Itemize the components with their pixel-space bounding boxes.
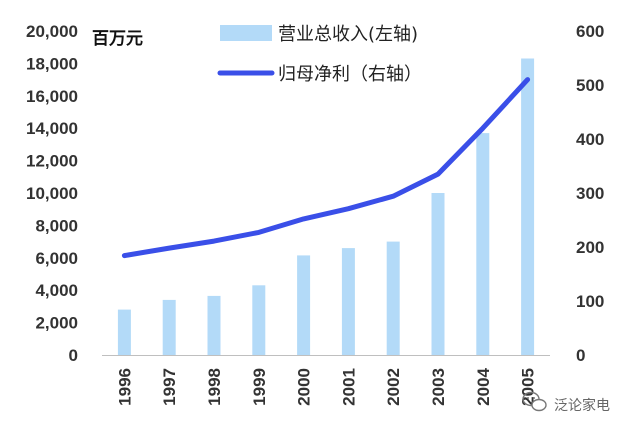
x-tick-label: 1999 <box>250 368 269 406</box>
x-tick-label: 2004 <box>474 367 493 405</box>
left-tick-label: 14,000 <box>26 119 78 138</box>
x-tick-label: 2001 <box>339 368 358 406</box>
left-tick-label: 6,000 <box>35 249 78 268</box>
left-tick-label: 18,000 <box>26 54 78 73</box>
x-tick-label: 1998 <box>205 368 224 406</box>
revenue-bar-2002 <box>386 241 400 355</box>
left-tick-label: 16,000 <box>26 87 78 106</box>
x-tick-label: 2002 <box>384 368 403 406</box>
watermark-text: 泛论家电 <box>554 397 610 414</box>
x-tick-label: 1997 <box>160 368 179 406</box>
net-profit-line-layer <box>121 77 531 259</box>
revenue-bar-2001 <box>341 248 355 355</box>
revenue-bar-2004 <box>476 133 490 355</box>
legend-label-revenue: 营业总收入(左轴) <box>278 24 418 45</box>
left-tick-label: 8,000 <box>35 216 78 235</box>
left-tick-label: 2,000 <box>35 314 78 333</box>
legend-label-net-profit: 归母净利（右轴） <box>278 64 422 85</box>
revenue-bar-1999 <box>252 285 266 355</box>
x-tick-label: 2000 <box>295 368 314 406</box>
right-tick-label: 0 <box>576 346 585 365</box>
left-tick-label: 4,000 <box>35 281 78 300</box>
x-tick-label: 1996 <box>115 368 134 406</box>
revenue-bar-2000 <box>297 255 311 355</box>
right-tick-label: 200 <box>576 238 604 257</box>
left-tick-label: 10,000 <box>26 184 78 203</box>
wechat-icon <box>522 391 547 412</box>
right-tick-label: 100 <box>576 292 604 311</box>
right-tick-label: 500 <box>576 76 604 95</box>
left-tick-label: 12,000 <box>26 152 78 171</box>
revenue-bar-1996 <box>117 309 131 355</box>
revenue-bars <box>117 58 535 355</box>
watermark: 泛论家电 <box>522 391 610 414</box>
left-tick-label: 20,000 <box>26 22 78 41</box>
legend: 营业总收入(左轴) 归母净利（右轴） <box>217 24 422 85</box>
x-tick-label: 2003 <box>429 368 448 406</box>
legend-swatch-revenue <box>220 25 272 41</box>
left-axis: 0 2,000 4,000 6,000 8,000 10,000 12,000 14,000 1… <box>26 22 78 365</box>
x-axis: 1996 1997 1998 1999 2000 2001 2002 2003 2004 2005 <box>102 355 550 406</box>
revenue-bar-2003 <box>431 193 445 355</box>
right-axis: 0 100 200 300 400 500 600 <box>576 22 604 365</box>
net-profit-line <box>121 77 531 259</box>
revenue-bar-1997 <box>162 299 176 355</box>
right-tick-label: 400 <box>576 130 604 149</box>
left-tick-label: 0 <box>69 346 78 365</box>
right-tick-label: 300 <box>576 184 604 203</box>
revenue-bar-2005 <box>521 58 535 355</box>
revenue-bar-1998 <box>207 295 221 355</box>
unit-label: 百万元 <box>92 29 143 49</box>
right-tick-label: 600 <box>576 22 604 41</box>
